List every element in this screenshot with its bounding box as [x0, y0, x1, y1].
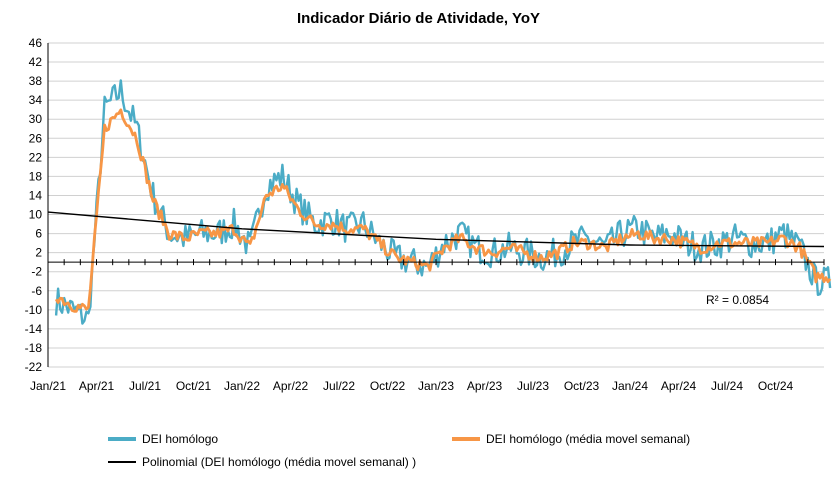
x-tick-label: Oct/22 [370, 379, 406, 393]
legend-swatch-poly [108, 461, 136, 463]
gridlines [48, 42, 824, 368]
legend-label-dei-mm: DEI homólogo (média movel semanal) [486, 432, 691, 446]
y-tick-label: -18 [25, 341, 43, 355]
legend-item-dei: DEI homólogo [108, 432, 218, 446]
y-tick-label: -22 [25, 360, 43, 374]
x-tick-label: Oct/24 [758, 379, 794, 393]
y-tick-label: 38 [29, 74, 43, 88]
y-tick-label: 14 [29, 188, 43, 202]
x-tick-label: Apr/22 [273, 379, 309, 393]
y-tick-label: 26 [29, 131, 43, 145]
legend-label-dei: DEI homólogo [142, 432, 219, 446]
x-tick-label: Jul/22 [323, 379, 355, 393]
y-tick-label: 10 [29, 208, 43, 222]
x-axis-ticks: Jan/21 Apr/21 Jul/21 Oct/21 Jan/22 Apr/22 Jul/… [30, 379, 794, 393]
chart-title: Indicador Diário de Atividade, YoY [296, 10, 541, 27]
y-tick-label: 6 [35, 227, 42, 241]
y-tick-label: 2 [35, 246, 42, 260]
series-line-2 [47, 211, 825, 248]
x-tick-label: Jul/24 [711, 379, 743, 393]
x-tick-label: Jan/24 [612, 379, 648, 393]
y-tick-label: -2 [31, 265, 42, 279]
series-line-1 [54, 108, 832, 313]
legend-swatch-dei [108, 437, 136, 441]
x-tick-label: Jan/23 [418, 379, 454, 393]
series-line-0 [54, 79, 832, 325]
x-tick-label: Apr/21 [79, 379, 115, 393]
y-tick-label: 46 [29, 36, 43, 50]
legend-item-dei-mm: DEI homólogo (média movel semanal) [452, 432, 690, 446]
y-tick-label: 30 [29, 112, 43, 126]
x-tick-label: Jul/21 [129, 379, 161, 393]
y-axis-ticks: 46 42 38 34 30 26 22 18 14 10 6 2 -2 -6 -10 -14 -18 -22 [25, 36, 43, 374]
y-tick-label: -14 [25, 322, 43, 336]
legend-item-poly: Polinomial (DEI homólogo (média movel se… [108, 455, 416, 469]
r-squared-annotation: R² = 0.0854 [706, 293, 769, 307]
y-tick-label: -10 [25, 303, 43, 317]
x-tick-label: Apr/24 [661, 379, 697, 393]
y-tick-label: 18 [29, 169, 43, 183]
x-tick-label: Oct/23 [564, 379, 600, 393]
y-tick-label: 34 [29, 93, 43, 107]
axes [47, 43, 825, 367]
series-lines [47, 79, 832, 325]
x-tick-label: Oct/21 [176, 379, 212, 393]
x-tick-label: Apr/23 [467, 379, 503, 393]
x-tick-label: Jan/22 [224, 379, 260, 393]
legend-swatch-dei-mm [452, 437, 480, 441]
y-tick-label: 42 [29, 55, 43, 69]
x-tick-label: Jan/21 [30, 379, 66, 393]
y-tick-label: 22 [29, 150, 43, 164]
x-tick-label: Jul/23 [517, 379, 549, 393]
y-tick-label: -6 [31, 284, 42, 298]
legend-label-poly: Polinomial (DEI homólogo (média movel se… [142, 455, 417, 469]
